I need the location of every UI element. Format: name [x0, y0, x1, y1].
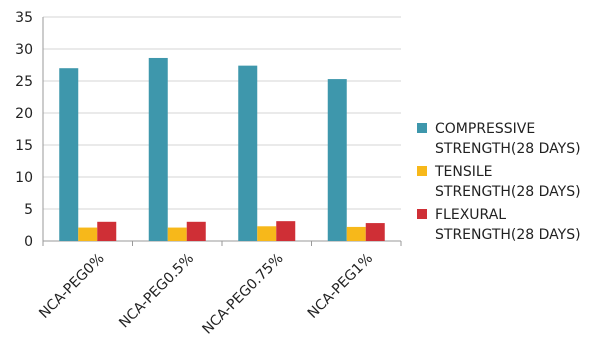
bar: [365, 223, 385, 241]
legend-label: COMPRESSIVE: [435, 121, 535, 137]
y-tick-label: 15: [15, 138, 33, 154]
gridlines: [43, 16, 401, 242]
legend-label: FLEXURAL: [435, 207, 506, 223]
x-category-label: NCA-PEG0.75%: [199, 251, 286, 338]
legend-label: STRENGTH(28 DAYS): [435, 184, 581, 200]
legend: COMPRESSIVE STRENGTH(28 DAYS) TENSILE STREN…: [417, 121, 581, 243]
y-tick-label: 25: [15, 74, 33, 90]
x-category-label: NCA-PEG0%: [36, 251, 107, 322]
bar: [257, 226, 277, 241]
y-tick-label: 0: [24, 234, 33, 250]
bar: [186, 221, 206, 241]
bar: [148, 57, 168, 242]
legend-swatch: [417, 209, 427, 219]
y-tick-label: 35: [15, 10, 33, 26]
bars: [59, 57, 385, 242]
bar: [59, 68, 79, 241]
x-category-label: NCA-PEG1%: [305, 251, 376, 322]
y-tick-label: 20: [15, 106, 33, 122]
bar: [327, 79, 347, 241]
y-tick-label: 5: [24, 202, 33, 218]
legend-swatch: [417, 123, 427, 133]
legend-label: STRENGTH(28 DAYS): [435, 141, 581, 157]
bar: [238, 65, 258, 241]
bar: [346, 226, 366, 241]
bar: [78, 227, 98, 241]
y-tick-label: 30: [15, 42, 33, 58]
legend-label: TENSILE: [434, 164, 493, 180]
bar: [276, 221, 296, 241]
legend-swatch: [417, 166, 427, 176]
bar: [97, 221, 117, 241]
legend-label: STRENGTH(28 DAYS): [435, 227, 581, 243]
y-tick-label: 10: [15, 170, 33, 186]
axes: [42, 17, 402, 246]
bar: [167, 227, 187, 241]
x-category-label: NCA-PEG0.5%: [116, 251, 197, 332]
